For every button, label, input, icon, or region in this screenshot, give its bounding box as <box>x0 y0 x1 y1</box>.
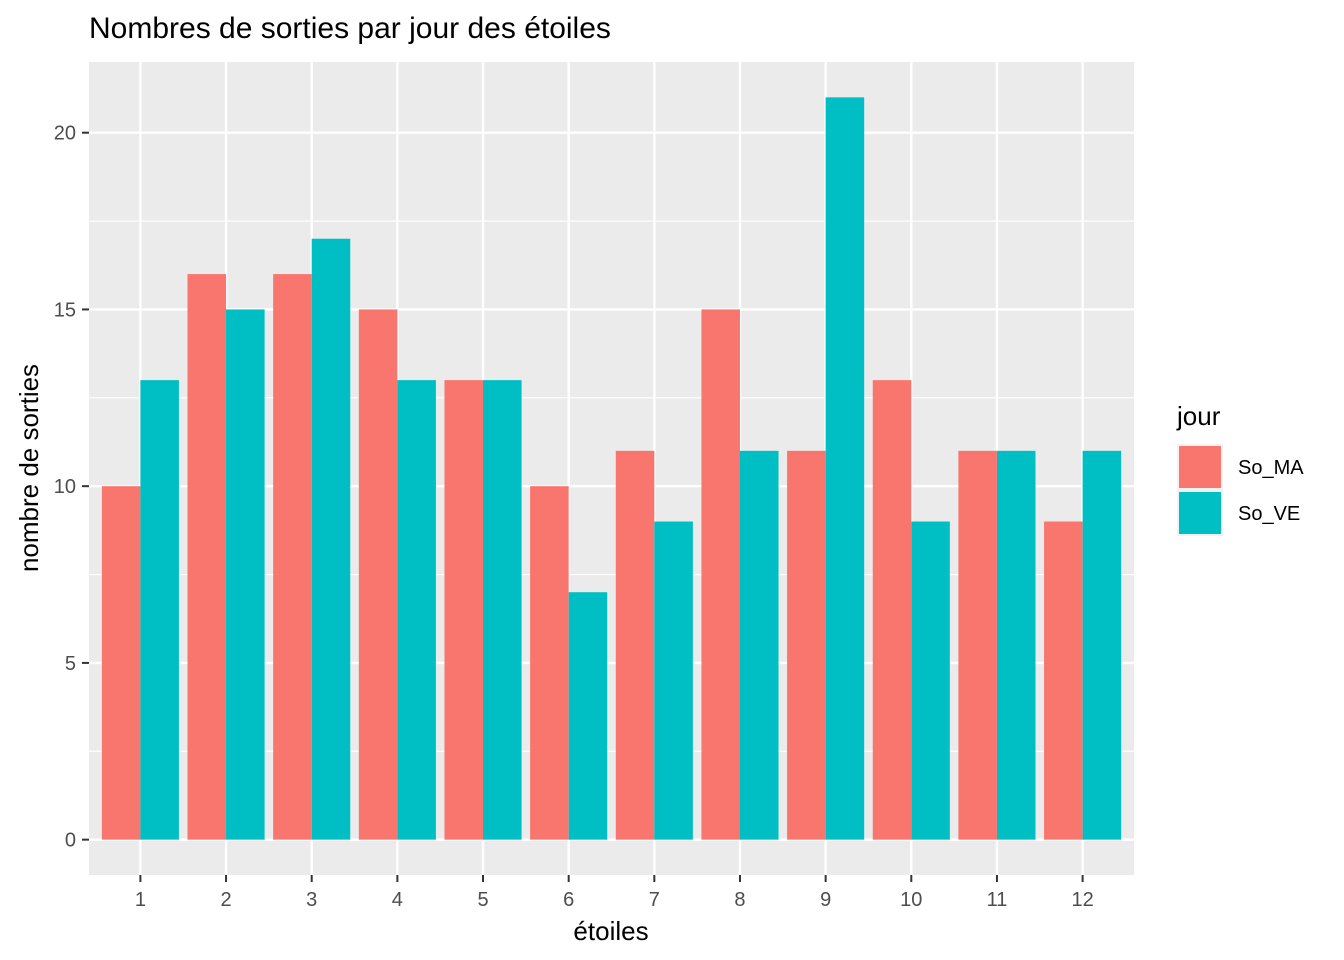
x-tick-label: 4 <box>392 889 403 911</box>
x-tick-label: 6 <box>563 889 574 911</box>
y-tick-label: 5 <box>65 653 76 675</box>
legend-key-so-ve <box>1179 492 1221 534</box>
bar-so-ma-12 <box>1044 521 1083 840</box>
x-axis: 1 2 3 4 5 6 7 8 9 10 11 12 <box>135 875 1094 911</box>
bar-so-ma-7 <box>615 450 655 840</box>
bar-so-ma-4 <box>358 309 398 840</box>
y-axis: 0 5 10 15 20 <box>54 123 89 852</box>
bar-so-ma-9 <box>787 450 826 840</box>
bar-so-ve-12 <box>1082 450 1122 840</box>
x-tick-label: 11 <box>987 889 1008 911</box>
x-tick-label: 3 <box>306 889 317 911</box>
legend: jour So_MA So_VE <box>1176 401 1304 536</box>
bar-so-ve-5 <box>483 380 522 840</box>
y-axis-title: nombre de sorties <box>14 364 44 572</box>
legend-title: jour <box>1176 401 1221 431</box>
bar-so-ve-10 <box>911 521 950 840</box>
bar-so-ma-8 <box>701 309 740 840</box>
bar-so-ma-5 <box>444 380 484 840</box>
x-tick-label: 8 <box>734 889 745 911</box>
legend-label: So_VE <box>1238 503 1300 525</box>
bar-so-ve-3 <box>311 238 351 840</box>
bar-so-ve-4 <box>397 380 436 840</box>
bar-so-ma-2 <box>187 274 227 840</box>
bar-so-ma-11 <box>958 450 997 840</box>
bar-so-ve-2 <box>226 309 265 840</box>
y-tick-label: 15 <box>54 299 76 321</box>
legend-label: So_MA <box>1238 457 1304 479</box>
y-tick-label: 0 <box>65 830 76 852</box>
y-tick-label: 10 <box>54 476 76 498</box>
bar-so-ma-10 <box>872 380 912 840</box>
bar-so-ve-9 <box>825 97 865 840</box>
x-tick-label: 9 <box>820 889 831 911</box>
chart-title: Nombres de sorties par jour des étoiles <box>89 12 611 45</box>
bar-so-ve-11 <box>996 450 1036 840</box>
bar-so-ma-1 <box>101 486 141 840</box>
bar-so-ve-6 <box>568 592 608 840</box>
bar-so-ve-1 <box>140 380 179 840</box>
x-axis-title: étoiles <box>573 916 648 946</box>
x-tick-label: 1 <box>135 889 146 911</box>
x-tick-label: 7 <box>649 889 660 911</box>
x-tick-label: 10 <box>900 889 922 911</box>
bars <box>101 97 1122 840</box>
y-tick-label: 20 <box>54 123 76 145</box>
legend-key-so-ma <box>1179 446 1221 488</box>
x-tick-label: 5 <box>477 889 488 911</box>
x-tick-label: 2 <box>220 889 231 911</box>
x-tick-label: 12 <box>1071 889 1093 911</box>
bar-so-ve-8 <box>739 450 779 840</box>
bar-so-ma-6 <box>530 486 569 840</box>
bar-so-ma-3 <box>273 274 312 840</box>
bar-so-ve-7 <box>654 521 693 840</box>
